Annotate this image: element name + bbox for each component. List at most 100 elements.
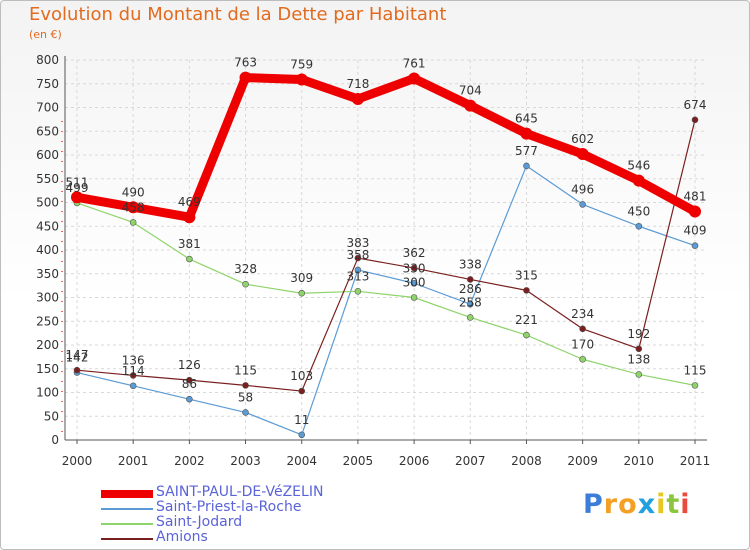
data-label: 763 (234, 56, 257, 70)
x-tick-label: 2007 (455, 454, 486, 468)
data-label: 645 (515, 112, 538, 126)
data-label: 170 (571, 337, 594, 351)
data-point (579, 325, 586, 333)
logo-letter: i (656, 489, 667, 520)
data-point (466, 276, 474, 283)
data-label: 577 (515, 144, 538, 158)
data-label: 286 (459, 282, 482, 296)
y-tick-label: 50 (44, 409, 59, 423)
data-label: 674 (684, 98, 707, 112)
data-label: 115 (684, 363, 707, 377)
data-point (354, 266, 362, 274)
data-label: 142 (66, 351, 89, 365)
y-tick-label: 600 (36, 148, 59, 162)
data-label: 490 (122, 185, 145, 199)
data-label: 300 (403, 276, 426, 290)
data-point (242, 382, 249, 389)
data-label: 338 (459, 257, 482, 271)
y-tick-label: 650 (36, 124, 59, 138)
data-point (351, 92, 364, 105)
data-point (579, 355, 586, 363)
data-point (520, 127, 533, 140)
legend-label: Amions (156, 529, 208, 545)
data-point (239, 71, 252, 84)
data-point (354, 288, 362, 295)
legend-swatch (101, 508, 153, 510)
legend-label: Saint-Jodard (156, 514, 243, 530)
data-label: 221 (515, 313, 538, 327)
series-line-2 (76, 202, 696, 386)
axes (61, 56, 707, 441)
data-point (242, 280, 249, 288)
y-tick-label: 100 (36, 386, 59, 400)
data-label: 126 (178, 358, 201, 372)
data-label: 381 (178, 237, 201, 251)
y-tick-label: 150 (36, 362, 59, 376)
x-tick-label: 2010 (624, 454, 655, 468)
data-label: 147 (66, 348, 89, 362)
legend-swatch (101, 523, 153, 525)
data-label: 383 (346, 236, 369, 250)
data-label: 458 (122, 200, 145, 214)
proxiti-logo: Proxiti (583, 489, 691, 520)
data-point (186, 376, 193, 384)
data-label: 759 (290, 57, 313, 71)
data-label: 234 (571, 307, 594, 321)
data-point (691, 242, 699, 250)
logo-letter: P (583, 489, 604, 520)
chart-title: Evolution du Montant de la Dette par Hab… (29, 4, 447, 25)
logo-letter: r (603, 489, 619, 520)
data-label: 11 (294, 413, 309, 427)
data-label: 499 (66, 181, 89, 195)
y-tick-label: 500 (36, 196, 59, 210)
data-label: 704 (459, 84, 482, 98)
x-tick-label: 2006 (399, 454, 430, 468)
chart-subtitle: (en €) (29, 28, 62, 41)
data-point (523, 162, 530, 170)
data-point (410, 279, 418, 287)
data-point (691, 116, 699, 124)
data-point (576, 148, 589, 161)
series-line-0 (72, 73, 700, 222)
series-group (71, 71, 701, 439)
y-tick-label: 200 (36, 338, 59, 352)
series-line-1 (76, 165, 696, 436)
data-label: 481 (684, 190, 707, 204)
data-point (298, 387, 306, 395)
data-label: 469 (178, 195, 201, 209)
data-point (579, 201, 586, 208)
data-point (354, 254, 362, 262)
logo-letter: o (618, 489, 638, 520)
data-label: 313 (346, 269, 369, 283)
data-point (73, 366, 81, 374)
data-label: 546 (627, 159, 650, 173)
data-point (635, 222, 643, 230)
data-point (466, 314, 474, 321)
data-label: 86 (182, 377, 197, 391)
y-axis-ticks: 0 50 100 150 200 250 300 350 400 450 500 550 600 650 7… (36, 53, 59, 447)
logo-letter: i (680, 489, 691, 520)
x-tick-label: 2003 (230, 454, 261, 468)
data-label: 328 (234, 262, 257, 276)
data-label: 58 (238, 390, 253, 404)
series-line-3 (76, 119, 696, 392)
x-tick-label: 2009 (567, 454, 598, 468)
x-tick-label: 2008 (511, 454, 542, 468)
logo-letter: x (637, 489, 657, 520)
data-point (635, 345, 643, 353)
y-tick-label: 800 (36, 53, 59, 67)
data-label: 761 (403, 57, 426, 71)
data-point (127, 201, 140, 214)
data-label: 718 (346, 77, 369, 91)
data-label: 258 (459, 295, 482, 309)
data-label: 450 (627, 204, 650, 218)
x-tick-label: 2000 (62, 454, 93, 468)
data-point (71, 191, 83, 204)
data-label: 192 (627, 327, 650, 341)
data-label: 103 (290, 369, 313, 383)
data-point (186, 255, 193, 263)
data-label: 330 (403, 261, 426, 275)
data-label: 115 (234, 363, 257, 377)
data-label: 358 (346, 248, 369, 262)
